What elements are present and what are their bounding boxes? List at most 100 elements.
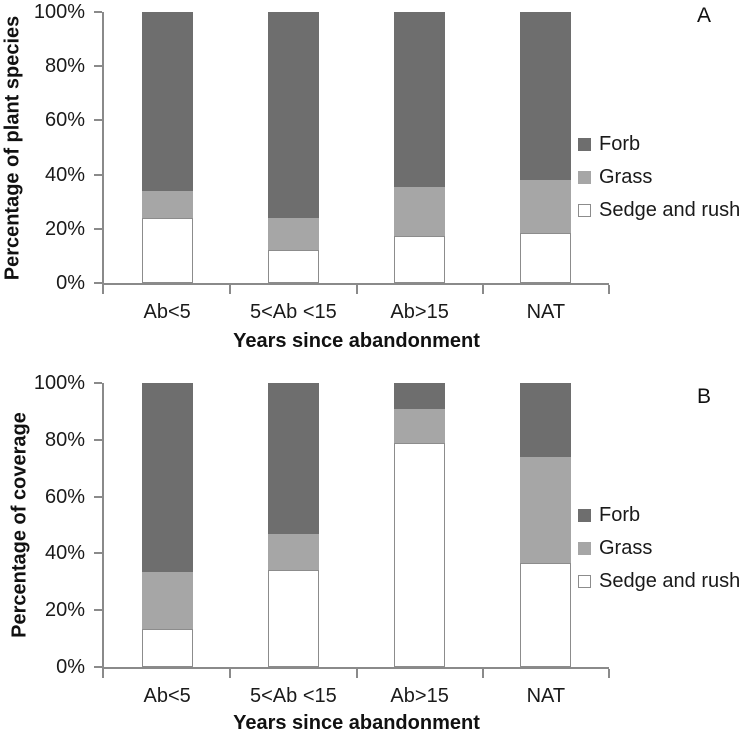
segment-forb: [394, 12, 446, 187]
panel-letter-b: B: [697, 385, 712, 408]
segment-forb: [520, 12, 572, 181]
stacked-bar-Ab>15: [394, 12, 446, 283]
legend-b: Forb Grass Sedge and rush: [578, 503, 740, 602]
x-tick-mark: [102, 285, 104, 294]
legend-swatch-icon: [578, 170, 591, 184]
x-tick-mark: [229, 669, 232, 678]
x-category-label: Ab>15: [390, 685, 449, 707]
y-tick-mark: [94, 438, 102, 441]
legend-swatch-icon: [578, 137, 591, 151]
plot-area-a: 0% 20% 40% 60% 80% 100% Ab<5 5<Ab <15 Ab>15 NAT: [34, 2, 610, 323]
x-tick-mark: [229, 285, 232, 294]
stacked-bar-Ab>15: [394, 383, 446, 667]
x-tick-mark: [102, 669, 104, 678]
y-tick-label: 60%: [44, 109, 85, 132]
y-tick-mark: [94, 282, 102, 284]
segment-forb: [141, 12, 193, 191]
y-tick-mark: [94, 227, 102, 230]
segment-grass: [394, 408, 446, 443]
segment-grass: [520, 180, 572, 233]
y-tick-label: 20%: [44, 599, 85, 622]
segment-grass: [267, 217, 319, 251]
x-tick-mark: [608, 285, 610, 294]
segment-grass: [141, 190, 193, 218]
legend-label: Forb: [599, 133, 641, 155]
legend-swatch-icon: [578, 508, 591, 522]
y-tick-mark: [94, 119, 102, 122]
segment-sedge-and-rush: [394, 235, 446, 283]
legend-label: Sedge and rush: [599, 199, 740, 221]
segment-sedge-and-rush: [141, 628, 193, 667]
legend-label: Grass: [599, 166, 653, 188]
stacked-bar-Ab<5: [141, 12, 193, 283]
x-category-label: Ab<5: [143, 301, 191, 323]
segment-grass: [141, 571, 193, 629]
y-tick-mark: [94, 65, 102, 68]
panel-letter-a: A: [697, 4, 712, 27]
y-tick-mark: [94, 495, 102, 498]
x-category-label: NAT: [526, 685, 566, 707]
segment-forb: [267, 12, 319, 218]
stacked-bar-Ab<5: [141, 383, 193, 667]
segment-grass: [394, 186, 446, 236]
panel-a: Percentage of plant species 0% 20% 40% 60% 8…: [0, 0, 740, 365]
legend-label: Grass: [599, 537, 653, 559]
segment-forb: [141, 383, 193, 572]
legend-a: Forb Grass Sedge and rush: [578, 132, 740, 231]
y-tick-label: 0%: [56, 272, 85, 294]
legend-swatch-icon: [578, 541, 591, 555]
y-tick-label: 0%: [56, 656, 85, 678]
y-tick-label: 60%: [44, 485, 85, 508]
stacked-bar-5<Ab <15: [267, 12, 319, 283]
segment-sedge-and-rush: [267, 570, 319, 667]
x-category-label: NAT: [526, 301, 566, 323]
y-tick-label: 100%: [33, 372, 85, 394]
y-tick-label: 80%: [44, 55, 85, 78]
legend-item-sedge-and-rush: Sedge and rush: [578, 198, 740, 222]
segment-grass: [520, 456, 572, 564]
y-tick-mark: [94, 173, 102, 176]
legend-item-grass: Grass: [578, 536, 740, 560]
legend-item-sedge-and-rush: Sedge and rush: [578, 569, 740, 593]
legend-swatch-icon: [578, 574, 591, 588]
legend-item-forb: Forb: [578, 132, 740, 156]
y-tick-label: 40%: [44, 163, 85, 186]
x-category-label: Ab>15: [390, 301, 449, 323]
legend-item-forb: Forb: [578, 503, 740, 527]
x-tick-mark: [481, 285, 484, 294]
y-tick-mark: [94, 382, 102, 384]
x-tick-mark: [355, 669, 358, 678]
legend-item-grass: Grass: [578, 165, 740, 189]
segment-sedge-and-rush: [520, 563, 572, 667]
x-tick-mark: [481, 669, 484, 678]
panel-b: Percentage of coverage 0% 20% 40% 60% 80% 100…: [0, 365, 740, 734]
y-tick-label: 80%: [44, 428, 85, 451]
y-tick-label: 100%: [33, 1, 85, 23]
segment-sedge-and-rush: [267, 250, 319, 283]
segment-sedge-and-rush: [141, 217, 193, 283]
plot-area-b: 0% 20% 40% 60% 80% 100% Ab<5 5<Ab <15 Ab>15 NAT: [34, 373, 610, 707]
segment-grass: [267, 533, 319, 571]
legend-label: Forb: [599, 504, 641, 526]
y-tick-mark: [94, 552, 102, 555]
x-category-label: 5<Ab <15: [250, 301, 337, 323]
x-category-label: 5<Ab <15: [250, 685, 337, 707]
x-axis-title-a: Years since abandonment: [233, 330, 480, 352]
y-tick-mark: [94, 666, 102, 668]
legend-swatch-icon: [578, 203, 591, 217]
segment-forb: [267, 383, 319, 534]
x-tick-mark: [355, 285, 358, 294]
x-tick-mark: [608, 669, 610, 678]
y-tick-label: 40%: [44, 542, 85, 565]
y-tick-mark: [94, 609, 102, 612]
y-tick-mark: [94, 11, 102, 13]
segment-forb: [394, 383, 446, 409]
x-axis-title-b: Years since abandonment: [233, 712, 480, 734]
segment-sedge-and-rush: [394, 442, 446, 667]
segment-forb: [520, 383, 572, 457]
x-category-label: Ab<5: [143, 685, 191, 707]
legend-label: Sedge and rush: [599, 570, 740, 592]
stacked-bar-5<Ab <15: [267, 383, 319, 667]
segment-sedge-and-rush: [520, 232, 572, 283]
